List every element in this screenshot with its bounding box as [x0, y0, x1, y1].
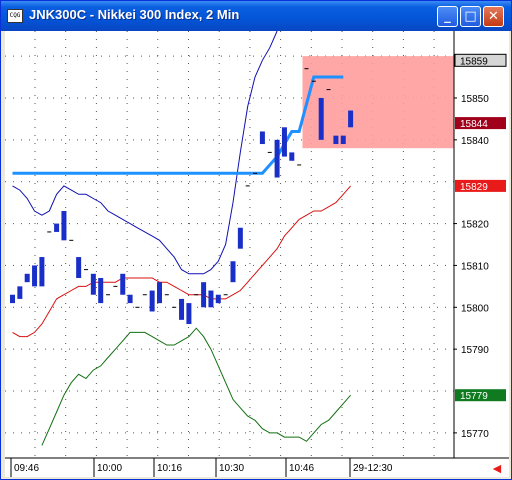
- upper-band-line: [12, 31, 278, 275]
- down-bar: [120, 273, 126, 295]
- app-icon[interactable]: CQG: [7, 9, 23, 23]
- bollinger-bands: [12, 31, 351, 446]
- down-bar: [186, 303, 192, 325]
- price-highlight-zone[interactable]: [455, 117, 506, 130]
- lower-band-line: [41, 327, 351, 446]
- level-line: [12, 75, 344, 175]
- maximize-button[interactable]: □: [460, 6, 481, 27]
- down-bar: [274, 139, 280, 178]
- down-bar: [215, 294, 221, 304]
- price-highlight-last[interactable]: [454, 53, 507, 67]
- price-tick-label: 15800: [461, 303, 489, 314]
- down-bar: [90, 273, 96, 295]
- time-label: 10:00: [97, 463, 122, 474]
- price-axis-background: [454, 31, 509, 458]
- price-highlight-middle[interactable]: [455, 179, 506, 192]
- scroll-right-arrow-icon[interactable]: ◄: [490, 460, 504, 476]
- window-title: JNK300C - Nikkei 300 Index, 2 Min: [29, 7, 240, 22]
- down-bar: [340, 135, 346, 145]
- price-axis[interactable]: 15850 15840 15820 15810 15800 15790 15770 15859…: [453, 31, 509, 458]
- down-bar: [230, 261, 236, 283]
- price-tick-label: 15840: [461, 136, 489, 147]
- price-highlight-label: 15859: [460, 56, 488, 67]
- down-bar: [333, 135, 339, 145]
- price-tick-label: 15850: [461, 94, 489, 105]
- level-lines: [12, 75, 344, 175]
- down-bar: [149, 290, 155, 312]
- time-axis-background: [5, 458, 509, 477]
- down-bar: [281, 127, 287, 157]
- chart-area[interactable]: 15850 15840 15820 15810 15800 15790 15770 15859…: [5, 31, 509, 477]
- down-bar: [61, 211, 67, 241]
- down-bar: [318, 97, 324, 140]
- down-bar: [32, 265, 38, 287]
- down-bar: [201, 282, 207, 308]
- down-bar: [157, 282, 162, 304]
- down-bar: [348, 110, 354, 128]
- down-bar: [237, 227, 243, 249]
- price-highlight-label: 15779: [460, 391, 488, 402]
- minimize-button[interactable]: _: [437, 6, 458, 27]
- down-bar: [24, 273, 30, 283]
- price-bars: [10, 68, 354, 325]
- price-highlight-label: 15829: [460, 182, 488, 193]
- price-tick-label: 15820: [461, 220, 489, 231]
- down-bar: [17, 286, 23, 299]
- down-bar: [39, 257, 45, 287]
- price-tick-label: 15810: [461, 261, 489, 272]
- price-chart[interactable]: 15850 15840 15820 15810 15800 15790 15770 15859…: [5, 31, 509, 477]
- down-bar: [76, 257, 82, 278]
- down-bar: [10, 294, 15, 304]
- down-bar: [179, 298, 185, 320]
- time-label: 29-12:30: [353, 463, 393, 474]
- middle-band-line: [12, 185, 351, 338]
- price-highlight-lower[interactable]: [455, 389, 506, 402]
- time-label: 10:16: [157, 463, 182, 474]
- price-tick-label: 15770: [461, 429, 489, 440]
- down-bar: [208, 290, 214, 308]
- time-label: 09:46: [14, 463, 39, 474]
- down-bar: [127, 294, 133, 304]
- title-bar[interactable]: CQG JNK300C - Nikkei 300 Index, 2 Min _ …: [1, 1, 511, 31]
- time-label: 10:30: [219, 463, 244, 474]
- price-highlight-label: 15844: [460, 119, 488, 130]
- down-bar: [54, 223, 60, 232]
- time-label: 10:46: [289, 463, 314, 474]
- down-bar: [289, 152, 295, 161]
- time-axis[interactable]: 09:46 10:00 10:16 10:30 10:46 29-12:30 ◄: [5, 457, 509, 477]
- price-tick-label: 15790: [461, 345, 489, 356]
- down-bar: [259, 131, 265, 145]
- down-bar: [98, 277, 104, 304]
- close-button[interactable]: ✕: [483, 6, 504, 27]
